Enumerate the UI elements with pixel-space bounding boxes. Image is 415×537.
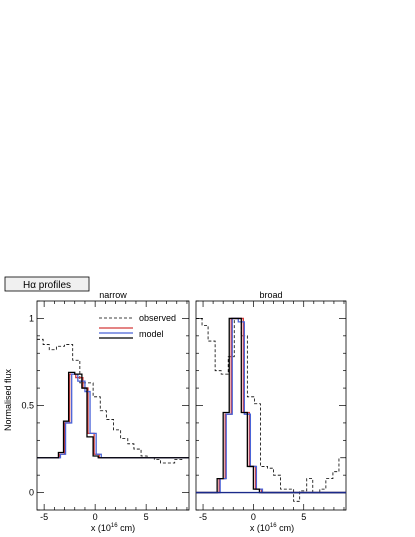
series-model-black-: [37, 371, 189, 459]
series-model-red-: [196, 317, 346, 494]
x-tick-label: 5: [301, 512, 306, 522]
x-tick-label: -5: [199, 512, 207, 522]
x-tick-label: 0: [93, 512, 98, 522]
page-title-box: Hα profiles: [4, 276, 90, 292]
series-observed: [196, 318, 346, 502]
legend-observed-label: observed: [139, 313, 176, 323]
panel-title: broad: [259, 290, 282, 300]
panel-narrow: narrow -5 0 5 0 0.5 1 observed model: [21, 290, 190, 522]
series-model-red-: [37, 373, 189, 459]
y-axis-label: Normalised flux: [3, 368, 13, 431]
x-tick-label: -5: [40, 512, 48, 522]
series-observed: [37, 338, 189, 464]
y-tick-label: 0: [29, 488, 34, 498]
x-tick-label: 5: [144, 512, 149, 522]
y-tick-label: 1: [29, 313, 34, 323]
series-model-blue-: [196, 317, 346, 494]
legend-model-label: model: [139, 329, 164, 339]
panel-title: narrow: [99, 290, 127, 300]
series-model-black-: [196, 317, 346, 494]
x-axis-label-narrow: x (1016 cm): [91, 523, 135, 533]
panel-broad: broad -5 0 5: [195, 290, 347, 522]
y-tick-label: 0.5: [21, 401, 34, 411]
series-model-blue-: [37, 373, 189, 459]
x-axis-label-broad: x (1016 cm): [250, 523, 294, 533]
page-title: Hα profiles: [23, 280, 71, 291]
x-tick-label: 0: [251, 512, 256, 522]
